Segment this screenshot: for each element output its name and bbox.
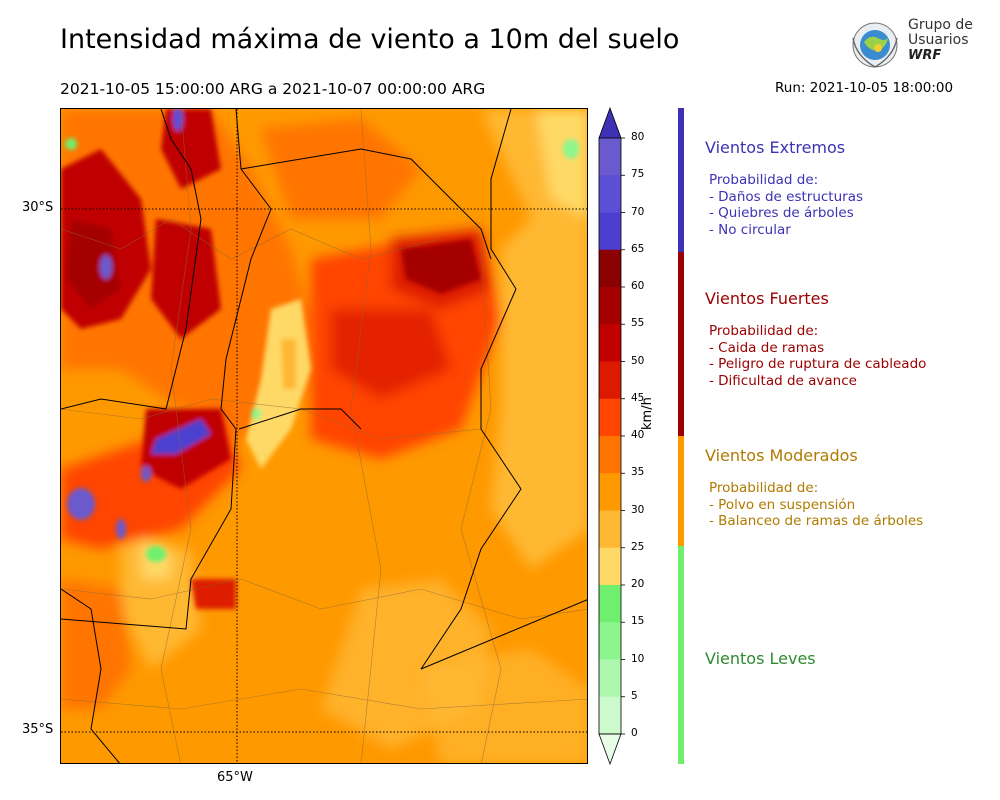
colorbar-segment [599,436,621,474]
legend-body-extreme: Probabilidad de: - Daños de estructuras … [709,172,863,238]
legend-title-moderate: Vientos Moderados [705,446,858,465]
legend-item: - Caida de ramas [709,339,825,356]
wind-map-graphic [61,109,587,763]
colorbar-tick-label: 5 [631,689,638,702]
legend-body-strong: Probabilidad de: - Caida de ramas - Peli… [709,323,926,389]
logo-line-1: Grupo de [908,17,973,33]
colorbar-bottom-extension [598,733,622,766]
colorbar-tick-label: 45 [631,391,645,404]
colorbar-segment [599,361,621,400]
colorbar [598,106,625,766]
legend-title-light: Vientos Leves [705,649,816,668]
legend-intro: Probabilidad de: [709,480,819,496]
legend-item: - Daños de estructuras [709,188,864,205]
legend-bar-light [678,546,684,764]
legend-bar-strong [678,252,684,436]
wind-map [60,108,588,764]
logo-text: Grupo de Usuarios WRF [908,17,973,64]
legend-intro: Probabilidad de: [709,172,819,188]
colorbar-segment [599,212,621,251]
colorbar-segment [599,696,621,735]
legend-bar-extreme [678,108,684,252]
forecast-period: 2021-10-05 15:00:00 ARG a 2021-10-07 00:… [60,80,486,98]
page-title: Intensidad máxima de viento a 10m del su… [60,24,680,55]
colorbar-segment [599,175,621,213]
colorbar-unit-label: km/h [640,397,655,430]
run-time: Run: 2021-10-05 18:00:00 [775,80,954,96]
wrf-users-logo [852,22,898,68]
colorbar-tick-label: 35 [631,466,645,479]
colorbar-tick-label: 0 [631,727,638,739]
colorbar-tick-label: 20 [631,578,645,590]
colorbar-segment [599,138,621,176]
colorbar-segment [599,659,621,698]
colorbar-segment [599,622,621,660]
colorbar-tick-label: 80 [631,131,645,143]
colorbar-segment [599,324,621,362]
legend-title-strong: Vientos Fuertes [705,289,829,308]
colorbar-tick-label: 75 [631,168,645,181]
colorbar-tick-label: 10 [631,652,645,665]
colorbar-segment [599,249,621,288]
colorbar-segment [599,473,621,511]
lat-label-35s: 35°S [22,722,54,737]
colorbar-tick-label: 30 [631,503,645,516]
colorbar-tick-label: 65 [631,242,645,255]
colorbar-tick-label: 50 [631,354,645,367]
colorbar-segment [599,398,621,437]
logo-line-3: WRF [908,48,942,63]
legend-item: - Peligro de ruptura de cableado [709,356,927,372]
legend-bar-moderate [678,436,684,546]
legend-item: - Polvo en suspensión [709,496,856,513]
lon-label-65w: 65°W [217,770,253,785]
colorbar-tick-label: 40 [631,429,645,441]
legend-body-moderate: Probabilidad de: - Polvo en suspensión -… [709,480,923,530]
legend-item: - Balanceo de ramas de árboles [709,513,924,529]
colorbar-tick-label: 60 [631,280,645,292]
legend-item: - No circular [709,221,791,238]
logo-line-2: Usuarios [908,32,969,48]
legend-item: - Dificultad de avance [709,372,857,389]
legend-title-extreme: Vientos Extremos [705,138,846,157]
colorbar-segment [599,547,621,586]
legend-item: - Quiebres de árboles [709,205,854,221]
colorbar-segment [599,287,621,325]
colorbar-tick-label: 25 [631,540,645,553]
colorbar-tick-label: 70 [631,205,645,218]
colorbar-tick-label: 15 [631,615,645,628]
colorbar-segment [599,510,621,549]
legend-intro: Probabilidad de: [709,323,819,339]
lat-label-30s: 30°S [22,200,54,215]
colorbar-segment [599,585,621,623]
colorbar-top-extension [598,106,622,139]
colorbar-tick-label: 55 [631,317,645,330]
